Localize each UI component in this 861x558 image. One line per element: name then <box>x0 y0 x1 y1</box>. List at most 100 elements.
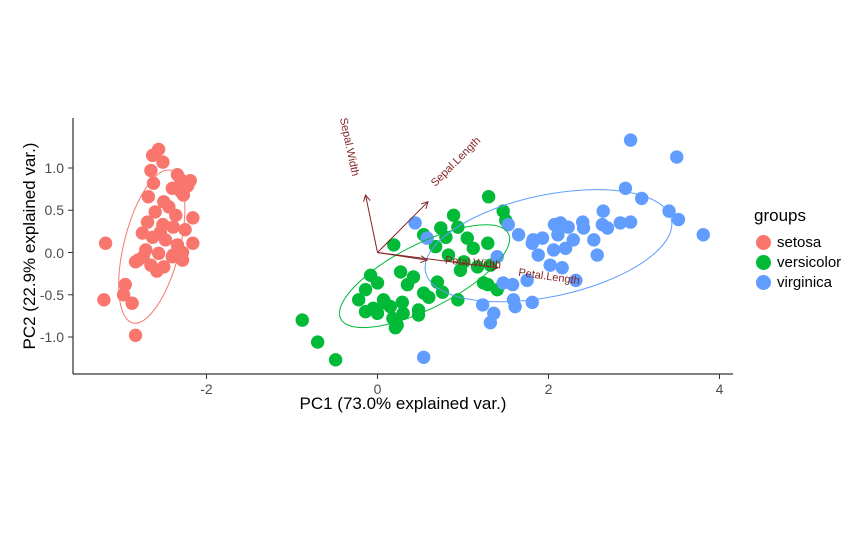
scatter-point-setosa <box>144 163 158 178</box>
scatter-point-virginica <box>525 295 539 310</box>
scatter-point-virginica <box>531 248 545 262</box>
scatter-point-virginica <box>634 191 649 206</box>
scatter-point-versicolor <box>466 241 480 255</box>
scatter-point-setosa <box>156 155 170 169</box>
scatter-point-versicolor <box>422 290 436 304</box>
scatter-point-setosa <box>158 233 173 247</box>
scatter-point-virginica <box>546 243 561 257</box>
scatter-point-virginica <box>501 217 516 232</box>
scatter-point-setosa <box>136 250 150 264</box>
scatter-point-setosa <box>186 211 200 225</box>
scatter-point-virginica <box>662 204 676 218</box>
scatter-point-versicolor <box>387 238 401 252</box>
scatter-point-versicolor <box>481 190 496 204</box>
scatter-point-setosa <box>165 181 179 195</box>
scatter-point-setosa <box>151 246 166 261</box>
scatter-point-virginica <box>520 273 534 288</box>
scatter-point-setosa <box>135 226 150 240</box>
scatter-point-virginica <box>483 315 498 330</box>
scatter-point-versicolor <box>328 353 343 367</box>
scatter-point-virginica <box>506 293 521 307</box>
scatter-point-virginica <box>416 350 431 364</box>
x-axis-title: PC1 (73.0% explained var.) <box>299 394 507 413</box>
scatter-point-versicolor <box>370 276 385 290</box>
scatter-point-virginica <box>490 250 504 264</box>
scatter-point-versicolor <box>295 313 309 327</box>
scatter-point-setosa <box>148 205 162 219</box>
y-tick-label: -0.5 <box>39 286 64 303</box>
scatter-point-versicolor <box>395 295 409 310</box>
y-tick-label: 0.0 <box>44 244 64 261</box>
scatter-point-setosa <box>97 293 111 307</box>
y-tick-label: 1.0 <box>44 160 64 176</box>
scatter-point-virginica <box>569 273 583 288</box>
scatter-point-virginica <box>590 248 604 262</box>
y-tick-label: 0.5 <box>44 202 64 219</box>
scatter-point-versicolor <box>396 306 410 321</box>
loading-arrow-Petal.Length <box>377 252 499 268</box>
scatter-point-virginica <box>408 216 422 230</box>
scatter-point-versicolor <box>393 265 408 279</box>
scatter-point-virginica <box>526 233 540 247</box>
scatter-point-virginica <box>555 261 569 275</box>
scatter-point-virginica <box>566 233 580 247</box>
legend-title: groups <box>754 206 806 225</box>
legend-key-dot <box>756 234 771 250</box>
scatter-point-virginica <box>576 221 591 235</box>
scatter-point-virginica <box>623 133 638 147</box>
scatter-point-setosa <box>151 142 166 157</box>
scatter-point-setosa <box>118 277 132 292</box>
scatter-point-setosa <box>146 176 161 190</box>
scatter-point-versicolor <box>351 293 366 307</box>
legend-item-setosa: setosa <box>750 232 860 252</box>
scatter-point-versicolor <box>428 239 443 254</box>
confidence-ellipse-virginica <box>424 189 673 303</box>
scatter-point-setosa <box>140 215 155 229</box>
scatter-point-virginica <box>600 221 615 235</box>
scatter-point-virginica <box>420 231 434 245</box>
loading-arrow-Sepal.Width <box>366 195 378 253</box>
scatter-point-virginica <box>613 216 628 230</box>
scatter-point-setosa <box>141 190 156 204</box>
scatter-point-setosa <box>145 230 160 244</box>
scatter-point-versicolor <box>470 260 485 274</box>
scatter-point-setosa <box>186 236 200 250</box>
scatter-point-versicolor <box>411 308 426 322</box>
scatter-point-versicolor <box>358 282 373 297</box>
scatter-point-virginica <box>587 233 601 247</box>
scatter-point-setosa <box>128 328 143 343</box>
scatter-point-virginica <box>596 204 610 218</box>
confidence-ellipse-setosa <box>118 169 186 324</box>
legend-item-versicolor: versicolor <box>750 252 860 272</box>
scatter-point-setosa <box>150 264 164 278</box>
legend-key-dot <box>756 254 771 270</box>
legend: groups setosa versicolor virginica <box>750 206 860 292</box>
x-tick-label: 0 <box>373 381 382 397</box>
scatter-point-setosa <box>116 288 131 302</box>
legend-item-virginica: virginica <box>750 272 860 292</box>
legend-item-label: versicolor <box>777 253 842 271</box>
scatter-point-versicolor <box>446 208 461 223</box>
x-tick-label: 4 <box>715 381 724 397</box>
scatter-point-versicolor <box>476 276 491 290</box>
x-tick-label: 2 <box>544 381 553 397</box>
confidence-ellipse-versicolor <box>338 224 511 329</box>
scatter-point-virginica <box>696 228 710 242</box>
scatter-point-setosa <box>178 222 192 237</box>
scatter-point-setosa <box>176 188 191 202</box>
x-tick-label: -2 <box>200 381 213 397</box>
scatter-point-versicolor <box>383 299 398 314</box>
scatter-point-virginica <box>561 220 575 234</box>
scatter-point-versicolor <box>481 236 495 250</box>
scatter-point-setosa <box>98 236 113 250</box>
scatter-point-versicolor <box>453 263 468 277</box>
scatter-point-versicolor <box>406 270 421 284</box>
scatter-point-versicolor <box>390 318 404 332</box>
legend-key-dot <box>756 274 771 290</box>
scatter-point-setosa <box>175 245 190 260</box>
scatter-point-setosa <box>169 208 183 223</box>
scatter-point-virginica <box>671 212 686 227</box>
loading-arrow-Sepal.Length <box>377 202 428 253</box>
